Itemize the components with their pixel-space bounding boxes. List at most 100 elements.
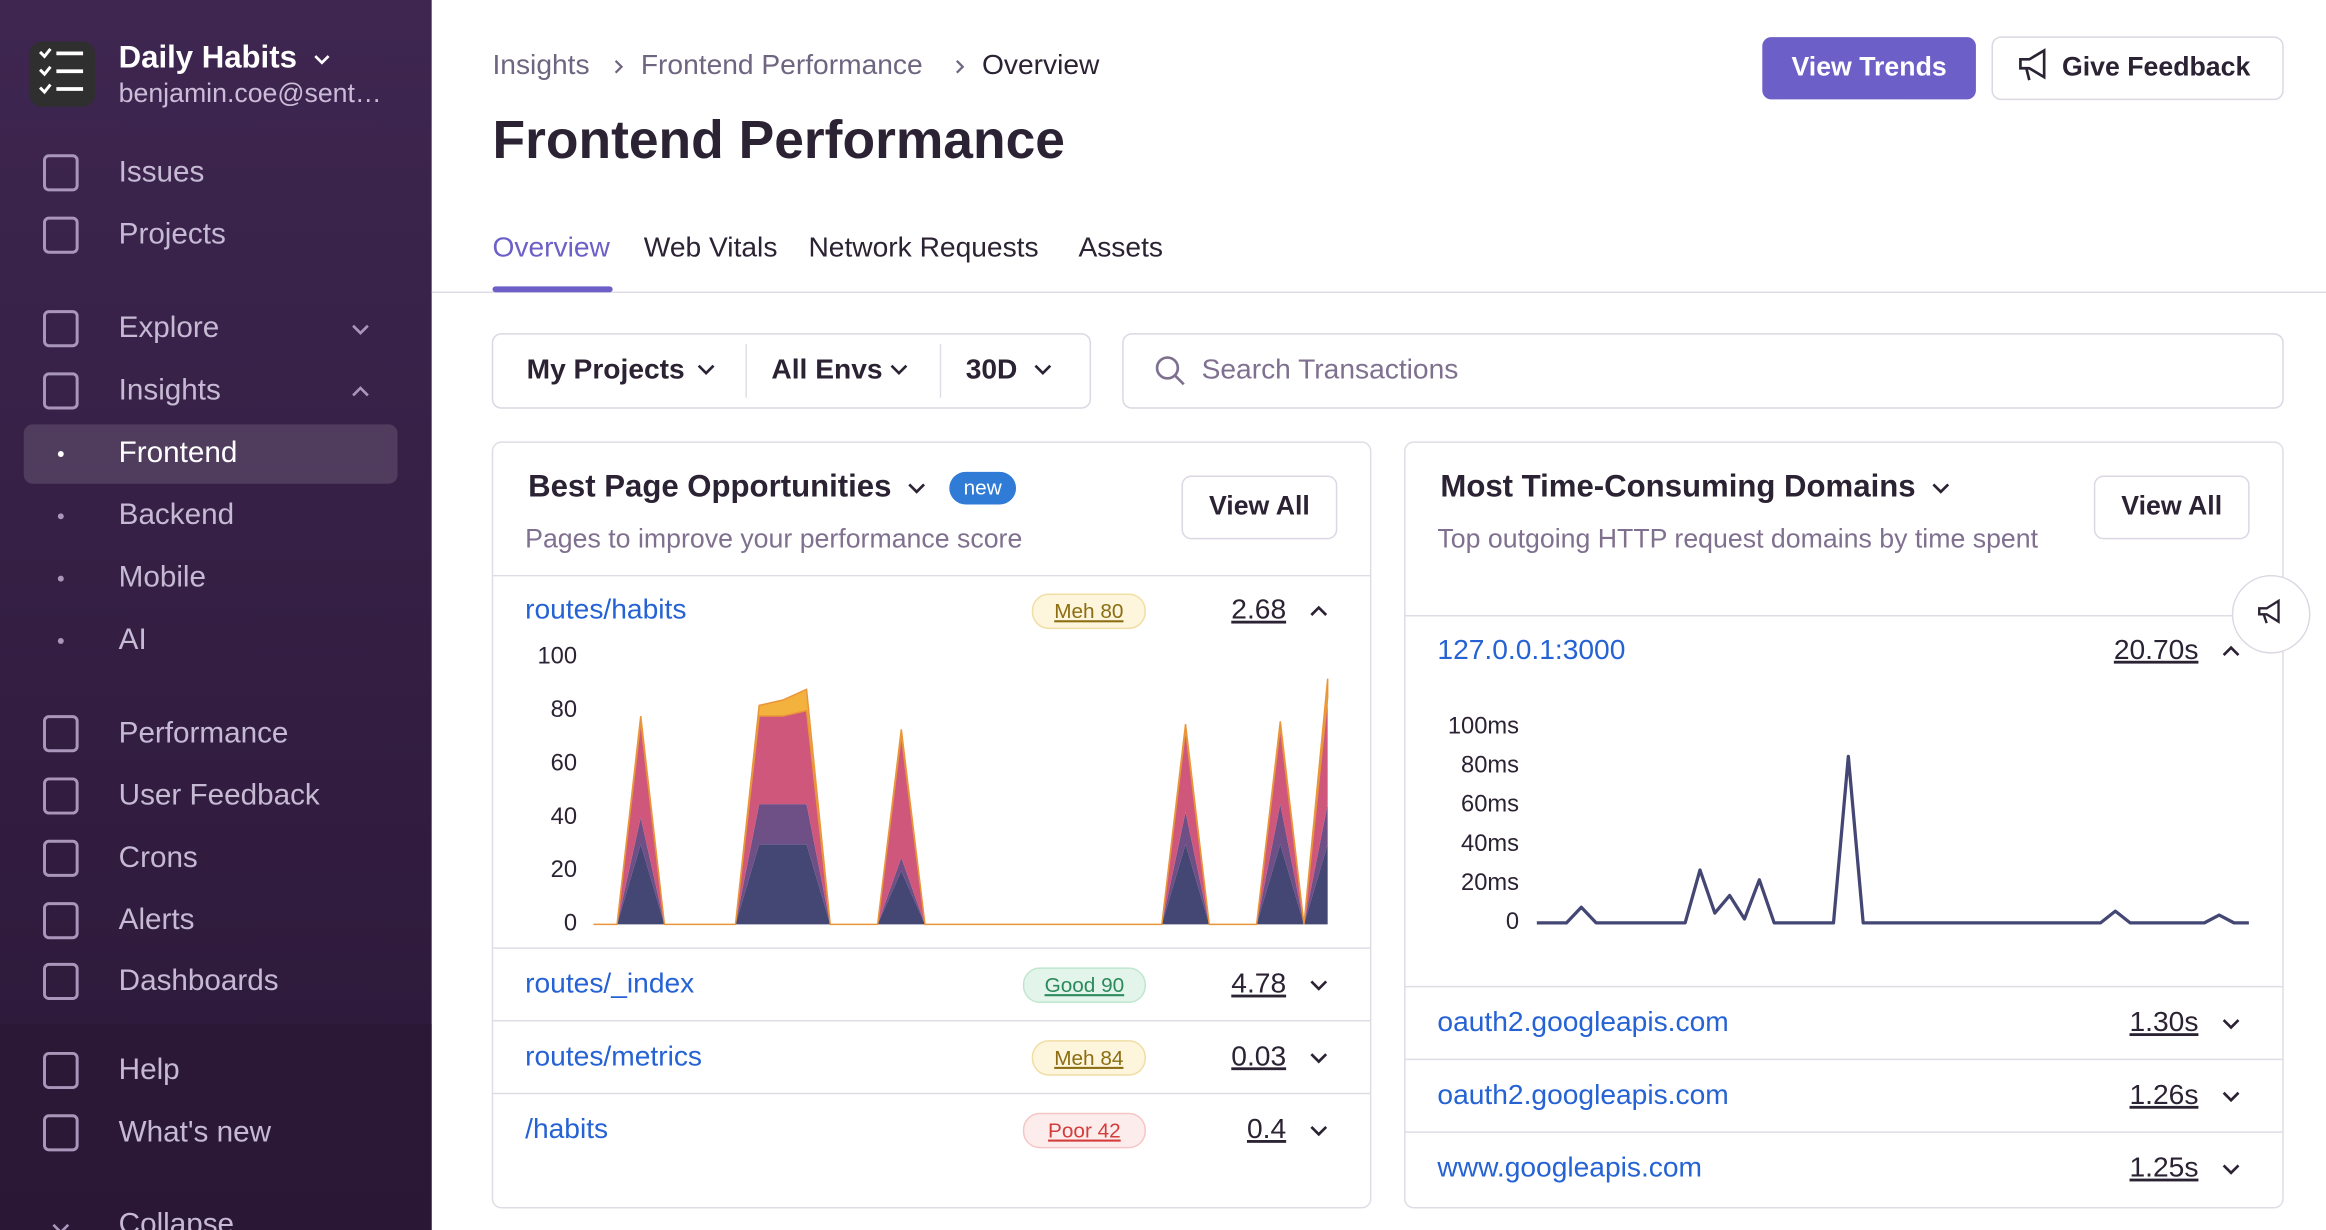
row-link[interactable]: routes/_index — [525, 967, 694, 999]
y-tick-label: 60 — [551, 750, 577, 776]
megaphone-icon — [2258, 598, 2280, 624]
nav-item[interactable]: What's new — [119, 1115, 272, 1148]
row-link[interactable]: oauth2.googleapis.com — [1437, 1078, 1728, 1110]
button-label[interactable]: View Trends — [1791, 51, 1946, 81]
search-box[interactable] — [1122, 333, 2284, 409]
user-email: benjamin.coe@sent… — [119, 78, 382, 108]
score-label: Meh 80 — [1054, 600, 1123, 623]
row-value: 1.25s — [2130, 1151, 2199, 1183]
y-tick-label: 0 — [564, 911, 577, 937]
chevron-icon — [2222, 1019, 2240, 1030]
row-link[interactable]: 127.0.0.1:3000 — [1437, 633, 1625, 665]
filter[interactable]: 30D — [966, 352, 1018, 384]
row-link[interactable]: www.googleapis.com — [1436, 1151, 1702, 1183]
score-badge — [1022, 967, 1146, 1003]
area-series — [593, 697, 1328, 925]
panel-subtitle-box: Pages to improve your performance score — [525, 524, 1022, 554]
filter[interactable]: All Envs — [771, 352, 882, 384]
area-series — [593, 678, 1329, 926]
tab[interactable]: Web Vitals — [644, 231, 778, 263]
row-value: 2.68 — [1231, 593, 1286, 625]
panel-subtitle: Top outgoing HTTP request domains by tim… — [1437, 523, 2039, 554]
panel-title: Most Time-Consuming Domains — [1440, 468, 1915, 503]
y-tick-label: 100ms — [1448, 713, 1519, 739]
megaphone-icon — [2019, 48, 2046, 81]
chevron-icon — [697, 364, 715, 376]
nav-item[interactable]: Dashboards — [119, 964, 279, 997]
avatar-glyph — [39, 83, 52, 95]
button-label[interactable]: Give Feedback — [2062, 51, 2251, 81]
nav-dot — [57, 451, 64, 457]
nav-item[interactable]: User Feedback — [119, 779, 320, 812]
feedback-button[interactable] — [1991, 36, 2284, 101]
nav-item[interactable]: Crons — [119, 841, 198, 874]
button-label[interactable]: View All — [1209, 490, 1310, 520]
org-name[interactable]: Daily Habits — [119, 40, 297, 75]
tab[interactable]: Network Requests — [808, 231, 1038, 263]
nav-item[interactable]: Issues — [119, 155, 205, 188]
chevron-icon — [890, 364, 908, 376]
nav-item[interactable]: Alerts — [119, 903, 195, 936]
search-placeholder[interactable]: Search Transactions — [1202, 352, 1459, 384]
y-tick-label: 20 — [551, 857, 577, 883]
nav-item[interactable]: Collapse — [119, 1207, 234, 1230]
chevron-icon — [1034, 364, 1052, 376]
row-value: 4.78 — [1231, 967, 1286, 999]
y-tick-label: 80 — [551, 697, 577, 723]
org-avatar — [29, 41, 95, 107]
view-all-button[interactable] — [1181, 475, 1338, 540]
nav-item[interactable]: Frontend — [119, 436, 238, 469]
y-tick-label: 20ms — [1461, 870, 1519, 896]
new-badge — [949, 471, 1017, 505]
nav-item[interactable]: Backend — [119, 498, 234, 531]
row-link[interactable]: oauth2.googleapis.com — [1437, 1005, 1728, 1037]
search-icon — [1155, 356, 1180, 380]
score-label: Meh 84 — [1054, 1047, 1123, 1070]
nav-item[interactable]: Help — [119, 1053, 180, 1086]
y-tick-label: 0 — [1506, 909, 1519, 935]
nav-icon — [43, 1114, 79, 1152]
tab-indicator — [492, 286, 613, 293]
breadcrumb[interactable]: Insights — [492, 48, 589, 80]
nav-item[interactable]: Performance — [119, 716, 289, 749]
row-value: 0.03 — [1231, 1039, 1286, 1071]
chevron-icon — [314, 55, 330, 65]
nav-item[interactable]: Insights — [119, 374, 221, 407]
view-trends-button[interactable] — [1762, 37, 1976, 100]
breadcrumb: Overview — [982, 48, 1100, 80]
floating-feedback-button[interactable] — [2231, 574, 2311, 654]
nav-active-bg — [23, 424, 398, 484]
nav-item[interactable]: Explore — [119, 311, 220, 344]
row-value: 1.26s — [2130, 1078, 2199, 1110]
badge-label: new — [964, 476, 1003, 499]
nav-icon — [43, 715, 79, 753]
row-link[interactable]: /habits — [525, 1112, 608, 1144]
view-all-button[interactable] — [2093, 475, 2250, 540]
row-link[interactable]: routes/habits — [525, 593, 686, 625]
row-link[interactable]: routes/metrics — [525, 1039, 702, 1071]
filter[interactable]: My Projects — [527, 352, 685, 384]
avatar-glyph — [39, 65, 52, 77]
nav-item[interactable]: AI — [119, 623, 147, 656]
nav-icon — [43, 777, 79, 815]
chevron-icon — [1310, 1053, 1328, 1064]
nav-icon — [43, 1051, 79, 1090]
button-label[interactable]: View All — [2121, 490, 2222, 520]
score-badge — [1031, 1040, 1146, 1076]
panel — [491, 441, 1372, 1209]
nav-item[interactable]: Projects — [119, 218, 226, 251]
row-value: 0.4 — [1247, 1112, 1286, 1144]
breadcrumb-separator — [614, 60, 624, 74]
tab[interactable]: Overview — [492, 231, 610, 263]
chevron-icon — [2222, 1164, 2240, 1175]
chevron-icon — [1310, 605, 1328, 616]
nav-dot — [57, 513, 64, 520]
breadcrumb[interactable]: Frontend Performance — [641, 48, 923, 80]
nav-item[interactable]: Mobile — [119, 560, 206, 593]
score-badge — [1022, 1112, 1146, 1149]
tab[interactable]: Assets — [1078, 231, 1163, 263]
row-value: 1.30s — [2130, 1005, 2199, 1037]
nav-icon — [43, 839, 79, 877]
area-series — [593, 804, 1328, 925]
